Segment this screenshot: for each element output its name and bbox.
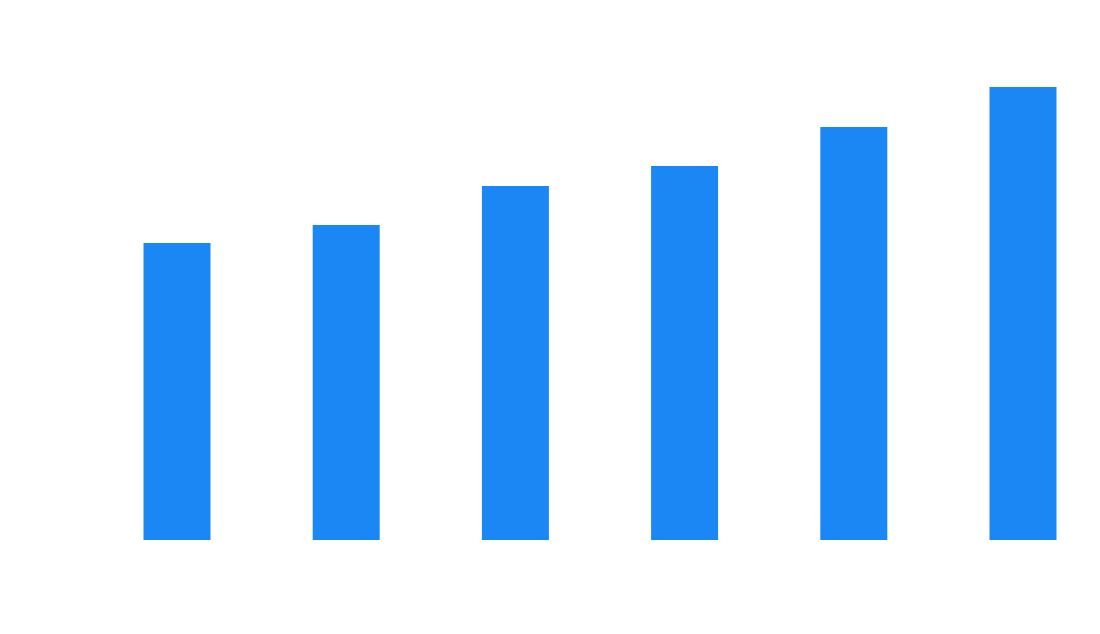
bar-6: [989, 87, 1057, 540]
bar-5: [820, 127, 888, 540]
bar-1: [143, 243, 211, 540]
bar-4: [651, 166, 719, 540]
bar-3: [481, 186, 549, 540]
bars-layer: [143, 87, 1057, 540]
bar-2: [312, 225, 380, 540]
